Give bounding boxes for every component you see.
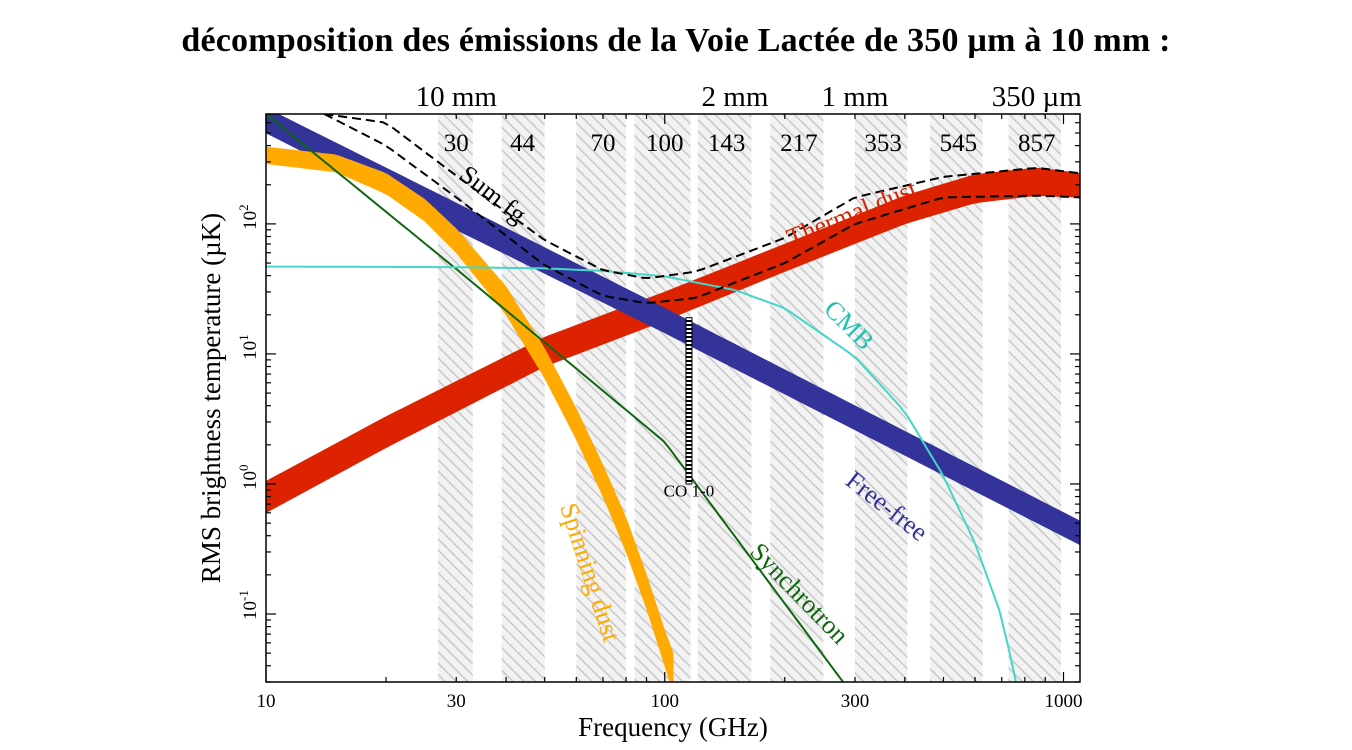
wavelength-label-1-mm: 1 mm bbox=[822, 81, 889, 113]
wavelength-label-2-mm: 2 mm bbox=[702, 81, 769, 113]
y-tick-exponent: 0 bbox=[236, 465, 251, 472]
y-tick-label-10-2: 102 bbox=[236, 204, 261, 230]
band-70 bbox=[576, 114, 627, 682]
band-label-217: 217 bbox=[780, 130, 818, 157]
y-tick-label-10-0: 100 bbox=[236, 465, 261, 491]
series-layer bbox=[266, 114, 1080, 682]
y-axis-label: RMS brightness temperature (µK) bbox=[196, 213, 226, 583]
band-44 bbox=[501, 114, 545, 682]
page-title: décomposition des émissions de la Voie L… bbox=[181, 22, 1171, 59]
series-free-free bbox=[266, 114, 1080, 546]
axis-ticks bbox=[265, 113, 1080, 683]
band-857 bbox=[1008, 114, 1062, 682]
wavelength-label-10-mm: 10 mm bbox=[416, 81, 498, 113]
wavelength-label-350-m: 350 µm bbox=[992, 81, 1082, 113]
band-label-100: 100 bbox=[646, 130, 684, 157]
x-tick-label-100: 100 bbox=[650, 691, 679, 712]
plot-frame bbox=[265, 113, 1081, 683]
series-sum-fg-lower bbox=[323, 114, 1080, 304]
band-label-30: 30 bbox=[444, 130, 469, 157]
band-label-44: 44 bbox=[510, 130, 536, 157]
band-143 bbox=[697, 114, 752, 682]
annotation-co-1-0: CO 1-0 bbox=[664, 482, 715, 501]
series-sum-fg bbox=[323, 114, 1080, 304]
x-axis-label: Frequency (GHz) bbox=[578, 712, 768, 742]
band-label-857: 857 bbox=[1018, 130, 1056, 157]
series-sum-fg-upper bbox=[324, 114, 1080, 279]
y-tick-exponent: 1 bbox=[236, 334, 251, 341]
x-tick-label-10: 10 bbox=[257, 691, 276, 712]
band-label-70: 70 bbox=[590, 130, 615, 157]
series-synchrotron bbox=[266, 114, 844, 682]
series-spinning-dust bbox=[266, 146, 674, 682]
series-cmb bbox=[266, 265, 1017, 682]
y-tick-exponent: 2 bbox=[236, 204, 251, 211]
band-label-353: 353 bbox=[864, 130, 902, 157]
series-co-1-0 bbox=[685, 317, 693, 485]
x-tick-label-300: 300 bbox=[841, 691, 870, 712]
x-tick-label-30: 30 bbox=[447, 691, 466, 712]
x-tick-label-1000: 1000 bbox=[1044, 691, 1082, 712]
band-label-545: 545 bbox=[940, 130, 978, 157]
band-label-143: 143 bbox=[708, 130, 746, 157]
y-tick-label-10-1: 10-1 bbox=[236, 590, 261, 620]
y-tick-exponent: -1 bbox=[236, 590, 251, 601]
y-tick-label-10-1: 101 bbox=[236, 334, 261, 360]
